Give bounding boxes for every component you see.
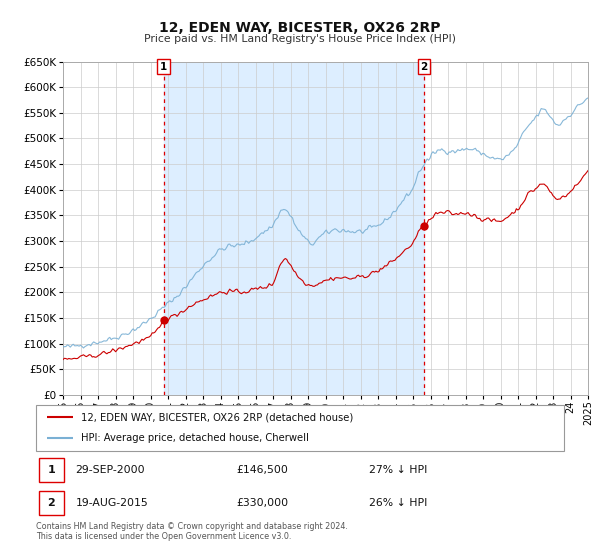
FancyBboxPatch shape xyxy=(38,459,64,482)
Text: HPI: Average price, detached house, Cherwell: HPI: Average price, detached house, Cher… xyxy=(81,433,309,444)
Text: Price paid vs. HM Land Registry's House Price Index (HPI): Price paid vs. HM Land Registry's House … xyxy=(144,34,456,44)
Text: 2: 2 xyxy=(47,498,55,508)
Text: This data is licensed under the Open Government Licence v3.0.: This data is licensed under the Open Gov… xyxy=(36,532,292,541)
Text: 12, EDEN WAY, BICESTER, OX26 2RP (detached house): 12, EDEN WAY, BICESTER, OX26 2RP (detach… xyxy=(81,412,353,422)
Text: £146,500: £146,500 xyxy=(236,465,289,475)
Text: 1: 1 xyxy=(160,62,167,72)
Text: 26% ↓ HPI: 26% ↓ HPI xyxy=(368,498,427,508)
Text: 12, EDEN WAY, BICESTER, OX26 2RP: 12, EDEN WAY, BICESTER, OX26 2RP xyxy=(159,21,441,35)
Bar xyxy=(164,62,424,395)
Text: 2: 2 xyxy=(421,62,428,72)
Text: £330,000: £330,000 xyxy=(236,498,289,508)
Text: 29-SEP-2000: 29-SEP-2000 xyxy=(76,465,145,475)
Text: 1: 1 xyxy=(47,465,55,475)
FancyBboxPatch shape xyxy=(38,491,64,515)
Text: 27% ↓ HPI: 27% ↓ HPI xyxy=(368,465,427,475)
Text: 19-AUG-2015: 19-AUG-2015 xyxy=(76,498,148,508)
FancyBboxPatch shape xyxy=(36,405,564,451)
Text: Contains HM Land Registry data © Crown copyright and database right 2024.: Contains HM Land Registry data © Crown c… xyxy=(36,522,348,531)
